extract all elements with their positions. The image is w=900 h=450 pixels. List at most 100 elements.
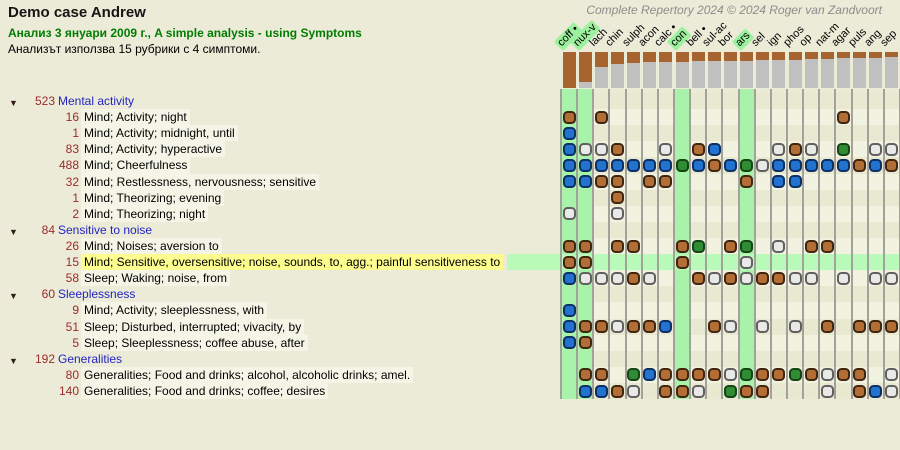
grade-dot-brown (837, 368, 850, 382)
grade-dot-brown (659, 175, 673, 189)
grade-dot-blue (562, 336, 576, 350)
remedy-bar-grey-op (804, 59, 818, 88)
grade-dot-brown (611, 175, 624, 189)
rubric-row: 15 Mind; Sensitive, oversensitive; noise,… (0, 254, 900, 271)
grade-dot-white (772, 142, 786, 156)
selected-row-grid-band (507, 254, 900, 271)
remedy-bar-grey-ign (772, 60, 786, 88)
grid-column-line (592, 89, 595, 400)
grade-dot-white (788, 271, 802, 285)
rubric-count: 15 (65, 255, 79, 270)
collapse-triangle-icon[interactable]: ▼ (9, 98, 18, 108)
rubric-row: 32 Mind; Restlessness, nervousness; sensi… (0, 173, 900, 190)
remedy-bar-grey-sul-ac (707, 61, 721, 88)
grid-row-stripe (561, 350, 900, 367)
grade-dot-brown (594, 368, 608, 382)
rubric-text[interactable]: Mind; Cheerfulness (81, 157, 191, 174)
grade-dot-brown (562, 110, 576, 124)
rubric-text[interactable]: Sleep; Sleeplessness; coffee abuse, afte… (81, 334, 308, 351)
rubric-text[interactable]: Mind; Activity; midnight, until (81, 125, 238, 142)
grade-dot-blue (578, 158, 592, 172)
rubric-text[interactable]: Mind; Sensitive, oversensitive; noise, s… (81, 254, 504, 271)
grade-dot-blue (578, 384, 592, 398)
grade-dot-brown (578, 320, 592, 334)
grade-dot-brown (611, 142, 624, 156)
remedy-bar-grey-chin (610, 64, 624, 88)
grid-column-line (834, 89, 837, 400)
remedy-bar-grey-ang (869, 58, 883, 88)
grade-dot-brown (594, 110, 608, 124)
remedy-bar-grey-acon (643, 62, 657, 88)
group-row: ▼ 84 Sensitive to noise (0, 222, 900, 238)
grid-row-stripe (561, 286, 900, 303)
grid-row-stripe (561, 302, 900, 319)
rubric-text[interactable]: Sleep; Waking; noise, from (81, 270, 230, 287)
analysis-subtitle: Анализ 3 януари 2009 г., A simple analys… (8, 26, 362, 40)
rubric-text[interactable]: Sleep; Disturbed, interrupted; vivacity,… (81, 318, 305, 335)
group-label[interactable]: Generalities (58, 351, 123, 366)
remedy-bar-puls (853, 52, 867, 58)
grade-dot-blue (788, 175, 802, 189)
grade-dot-brown (627, 271, 641, 285)
grade-dot-brown (578, 336, 592, 350)
grade-dot-blue (562, 126, 576, 140)
remedy-bar-op (804, 52, 818, 59)
grade-dot-blue (562, 303, 576, 317)
grid-column-line (818, 89, 821, 400)
collapse-triangle-icon[interactable]: ▼ (9, 226, 18, 237)
grade-dot-blue (691, 158, 705, 172)
rubric-count: 80 (65, 367, 79, 382)
rubric-count: 9 (72, 303, 79, 318)
remedy-bar-sulph (627, 52, 641, 63)
rubric-count: 26 (65, 238, 79, 253)
rubric-count: 58 (65, 271, 79, 286)
group-label[interactable]: Sleeplessness (58, 287, 136, 302)
page-title: Demo case Andrew (8, 4, 146, 21)
grade-dot-brown (820, 320, 834, 334)
rubric-text[interactable]: Mind; Activity; hyperactive (81, 141, 226, 158)
grade-dot-brown (578, 255, 592, 269)
grade-dot-brown (772, 271, 786, 285)
rubric-row: 1 Mind; Theorizing; evening (0, 189, 900, 206)
grid-column-line (882, 89, 885, 400)
rubric-text[interactable]: Mind; Theorizing; evening (81, 189, 225, 206)
grade-dot-white (611, 271, 624, 285)
grade-dot-brown (772, 368, 786, 382)
collapse-triangle-icon[interactable]: ▼ (9, 355, 18, 366)
grade-dot-brown (691, 142, 705, 156)
grade-dot-white (691, 384, 705, 398)
grade-dot-brown (675, 255, 689, 269)
rubric-text[interactable]: Mind; Restlessness, nervousness; sensiti… (81, 173, 320, 190)
grade-dot-white (659, 142, 673, 156)
grade-dot-brown (853, 158, 867, 172)
rubric-text[interactable]: Generalities; Food and drinks; alcohol, … (81, 366, 414, 383)
grade-dot-blue (578, 175, 592, 189)
grade-dot-brown (756, 271, 770, 285)
rubric-text[interactable]: Mind; Activity; sleeplessness, with (81, 302, 268, 319)
rubric-text[interactable]: Mind; Activity; night (81, 109, 190, 126)
grade-dot-white (820, 368, 834, 382)
group-row: ▼ 523 Mental activity (0, 93, 900, 109)
remedy-bar-grey-bor (723, 61, 737, 88)
rubric-count: 2 (72, 206, 79, 221)
collapse-triangle-icon[interactable]: ▼ (9, 291, 18, 302)
grade-dot-brown (691, 368, 705, 382)
remedy-bar-lach (594, 52, 608, 67)
rubric-count: 140 (58, 383, 79, 398)
rubric-text[interactable]: Mind; Noises; aversion to (81, 237, 222, 255)
grade-dot-brown (691, 271, 705, 285)
rubric-text[interactable]: Generalities; Food and drinks; coffee; d… (81, 382, 329, 400)
remedy-bar-acon (643, 52, 657, 62)
grade-dot-blue (562, 320, 576, 334)
grade-dot-brown (740, 175, 754, 189)
rubric-text[interactable]: Mind; Theorizing; night (81, 205, 209, 222)
group-label[interactable]: Mental activity (58, 94, 135, 108)
grade-dot-green (740, 239, 754, 253)
grade-dot-white (869, 271, 883, 285)
group-label[interactable]: Sensitive to noise (58, 222, 153, 237)
rubric-row: 5 Sleep; Sleeplessness; coffee abuse, aft… (0, 334, 900, 351)
grade-dot-blue (804, 158, 818, 172)
remedy-bar-grey-sel (756, 60, 770, 88)
grade-dot-white (562, 207, 576, 221)
remedy-bar-ars (740, 52, 754, 61)
